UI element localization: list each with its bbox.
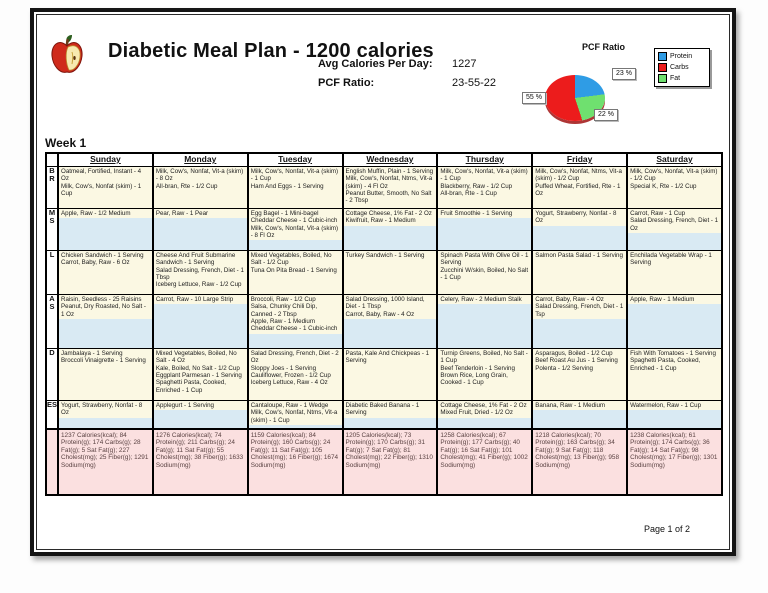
meal-cell: Salmon Pasta Salad - 1 Serving xyxy=(534,251,626,261)
week-label: Week 1 xyxy=(45,136,87,150)
day-header-saturday: Saturday xyxy=(626,152,723,167)
day-header-sunday: Sunday xyxy=(57,152,154,167)
meal-cell: Celery, Raw - 2 Medium Stalk xyxy=(439,295,531,305)
legend-item-carbs: Carbs xyxy=(658,63,706,72)
row-label-header xyxy=(45,152,59,167)
meal-cell: Spinach Pasta With Olive Oil - 1 Serving… xyxy=(439,251,531,283)
meal-cell: Milk, Cow's, Nonfat, Vit-a (skim) - 1 Cu… xyxy=(249,167,341,191)
carbs-swatch-icon xyxy=(658,63,667,72)
meal-cell: Applegurt - 1 Serving xyxy=(154,401,246,411)
page-title: Diabetic Meal Plan - 1200 calories xyxy=(108,40,434,62)
legend-item-protein: Protein xyxy=(658,52,706,61)
totals-cell: 1159 Calories(kcal); 84 Protein(g); 160 … xyxy=(250,431,339,469)
row-label-afternoon-snack: AS xyxy=(45,294,59,349)
totals-cell: 1258 Calories(kcal); 67 Protein(g); 177 … xyxy=(440,431,528,469)
legend-item-fat: Fat xyxy=(658,74,706,83)
meal-cell: Salad Dressing, 1000 Island, Diet - 1 Tb… xyxy=(344,295,436,319)
carbs-pct-label: 55 % xyxy=(522,92,546,105)
avg-calories-label: Avg Calories Per Day: xyxy=(318,58,433,70)
day-header-monday: Monday xyxy=(151,152,249,167)
protein-swatch-icon xyxy=(658,52,667,61)
evening-snack-row: ES Yogurt, Strawberry, Nonfat - 8 Oz App… xyxy=(45,400,723,429)
meal-plan-table: Sunday Monday Tuesday Wednesday Thursday… xyxy=(45,152,723,496)
totals-cell: 1218 Calories(kcal); 70 Protein(g); 163 … xyxy=(535,431,620,469)
meal-cell: Carrot, Baby, Raw - 4 Oz Salad Dressing,… xyxy=(534,295,626,319)
meal-cell: Carrot, Raw - 10 Large Strip xyxy=(154,295,246,305)
meal-cell: Milk, Cow's, Nonfat, Vit-a (skim) - 1 Cu… xyxy=(439,167,531,199)
row-label-lunch: L xyxy=(45,250,59,295)
meal-cell: Fruit Smoothie - 1 Serving xyxy=(439,209,531,219)
meal-cell: Asparagus, Boiled - 1/2 Cup Beef Roast A… xyxy=(534,349,626,373)
day-header-row: Sunday Monday Tuesday Wednesday Thursday… xyxy=(45,152,723,167)
fat-pct-label: 22 % xyxy=(594,109,618,122)
row-label-breakfast: BR xyxy=(45,166,59,209)
meal-cell: Diabetic Baked Banana - 1 Serving xyxy=(344,401,436,418)
meal-cell: Egg Bagel - 1 Mini-bagel Cheddar Cheese … xyxy=(249,209,341,241)
afternoon-snack-row: AS Raisin, Seedless - 25 Raisins Peanut,… xyxy=(45,294,723,349)
row-label-dinner: D xyxy=(45,348,59,401)
meal-cell: Mixed Vegetables, Boiled, No Salt - 1/2 … xyxy=(249,251,341,275)
meal-cell: Watermelon, Raw - 1 Cup xyxy=(629,401,721,411)
breakfast-row: BR Oatmeal, Fortified, Instant - 4 Oz Mi… xyxy=(45,166,723,209)
morning-snack-row: MS Apple, Raw - 1/2 Medium Pear, Raw - 1… xyxy=(45,208,723,251)
report-page: Diabetic Meal Plan - 1200 calories Avg C… xyxy=(30,8,736,556)
avg-calories-value: 1227 xyxy=(452,58,477,70)
meal-cell: Banana, Raw - 1 Medium xyxy=(534,401,626,411)
meal-cell: Milk, Cow's, Nonfat, Ntms, Vit-a (skim) … xyxy=(534,167,626,199)
meal-cell: Cheese And Fruit Submarine Sandwich - 1 … xyxy=(154,251,246,290)
totals-cell: 1238 Calories(kcal); 61 Protein(g); 174 … xyxy=(630,431,718,469)
fat-swatch-icon xyxy=(658,74,667,83)
meal-cell: Mixed Vegetables, Boiled, No Salt - 4 Oz… xyxy=(154,349,246,395)
meal-cell: Pear, Raw - 1 Pear xyxy=(154,209,246,219)
meal-cell: Apple, Raw - 1 Medium xyxy=(629,295,721,305)
meal-cell: Milk, Cow's, Nonfat, Vit-a (skim) - 8 Oz… xyxy=(154,167,246,191)
row-label-totals xyxy=(45,427,59,495)
meal-cell: Fish With Tomatoes - 1 Serving Spaghetti… xyxy=(629,349,721,373)
meal-cell: Apple, Raw - 1/2 Medium xyxy=(59,209,151,219)
meal-cell: Turnip Greens, Boiled, No Salt - 1 Cup B… xyxy=(439,349,531,388)
meal-cell: Yogurt, Strawberry, Nonfat - 8 Oz xyxy=(59,401,151,418)
meal-cell: Carrot, Raw - 1 Cup Salad Dressing, Fren… xyxy=(629,209,721,233)
pcf-ratio-value: 23-55-22 xyxy=(452,77,497,89)
pcf-ratio-label: PCF Ratio: xyxy=(318,77,375,89)
dinner-row: D Jambalaya - 1 Serving Broccoli Vinaigr… xyxy=(45,348,723,401)
meal-cell: Oatmeal, Fortified, Instant - 4 Oz Milk,… xyxy=(59,167,151,199)
totals-cell: 1237 Calories(kcal); 84 Protein(g); 174 … xyxy=(61,431,149,469)
day-header-wednesday: Wednesday xyxy=(341,152,439,167)
meal-cell: Chicken Sandwich - 1 Serving Carrot, Bab… xyxy=(59,251,151,268)
meal-cell: Enchilada Vegetable Wrap - 1 Serving xyxy=(629,251,721,268)
meal-cell: Cottage Cheese, 1% Fat - 2 Oz Kiwifruit,… xyxy=(344,209,436,226)
totals-cell: 1205 Calories(kcal); 73 Protein(g); 170 … xyxy=(345,431,433,469)
daily-totals-row: 1237 Calories(kcal); 84 Protein(g); 174 … xyxy=(45,427,723,495)
meal-cell: Yogurt, Strawberry, Nonfat - 8 Oz xyxy=(534,209,626,226)
totals-cell: 1276 Calories(kcal); 74 Protein(g); 211 … xyxy=(155,431,244,469)
day-header-friday: Friday xyxy=(531,152,629,167)
row-label-morning-snack: MS xyxy=(45,208,59,251)
day-header-thursday: Thursday xyxy=(436,152,534,167)
chart-legend: Protein Carbs Fat xyxy=(654,48,710,87)
apple-logo-icon xyxy=(51,35,83,73)
meal-cell: Cantaloupe, Raw - 1 Wedge Milk, Cow's, N… xyxy=(249,401,341,425)
meal-cell: Pasta, Kale And Chickpeas - 1 Serving xyxy=(344,349,436,366)
row-label-evening-snack: ES xyxy=(45,400,59,429)
meal-cell: Salad Dressing, French, Diet - 2 Oz Slop… xyxy=(249,349,341,388)
meal-cell: Milk, Cow's, Nonfat, Vit-a (skim) - 1/2 … xyxy=(629,167,721,191)
chart-title: PCF Ratio xyxy=(582,42,626,52)
page-number: Page 1 of 2 xyxy=(643,524,690,534)
meal-cell: English Muffin, Plain - 1 Serving Milk, … xyxy=(344,167,436,206)
meal-cell: Turkey Sandwich - 1 Serving xyxy=(344,251,436,261)
lunch-row: L Chicken Sandwich - 1 Serving Carrot, B… xyxy=(45,250,723,295)
meal-cell: Broccoli, Raw - 1/2 Cup Salsa, Chunky Ch… xyxy=(249,295,341,334)
meal-cell: Cottage Cheese, 1% Fat - 2 Oz Mixed Frui… xyxy=(439,401,531,418)
meal-cell: Raisin, Seedless - 25 Raisins Peanut, Dr… xyxy=(59,295,151,319)
meal-cell: Jambalaya - 1 Serving Broccoli Vinaigret… xyxy=(59,349,151,366)
protein-pct-label: 23 % xyxy=(612,68,636,81)
day-header-tuesday: Tuesday xyxy=(246,152,344,167)
